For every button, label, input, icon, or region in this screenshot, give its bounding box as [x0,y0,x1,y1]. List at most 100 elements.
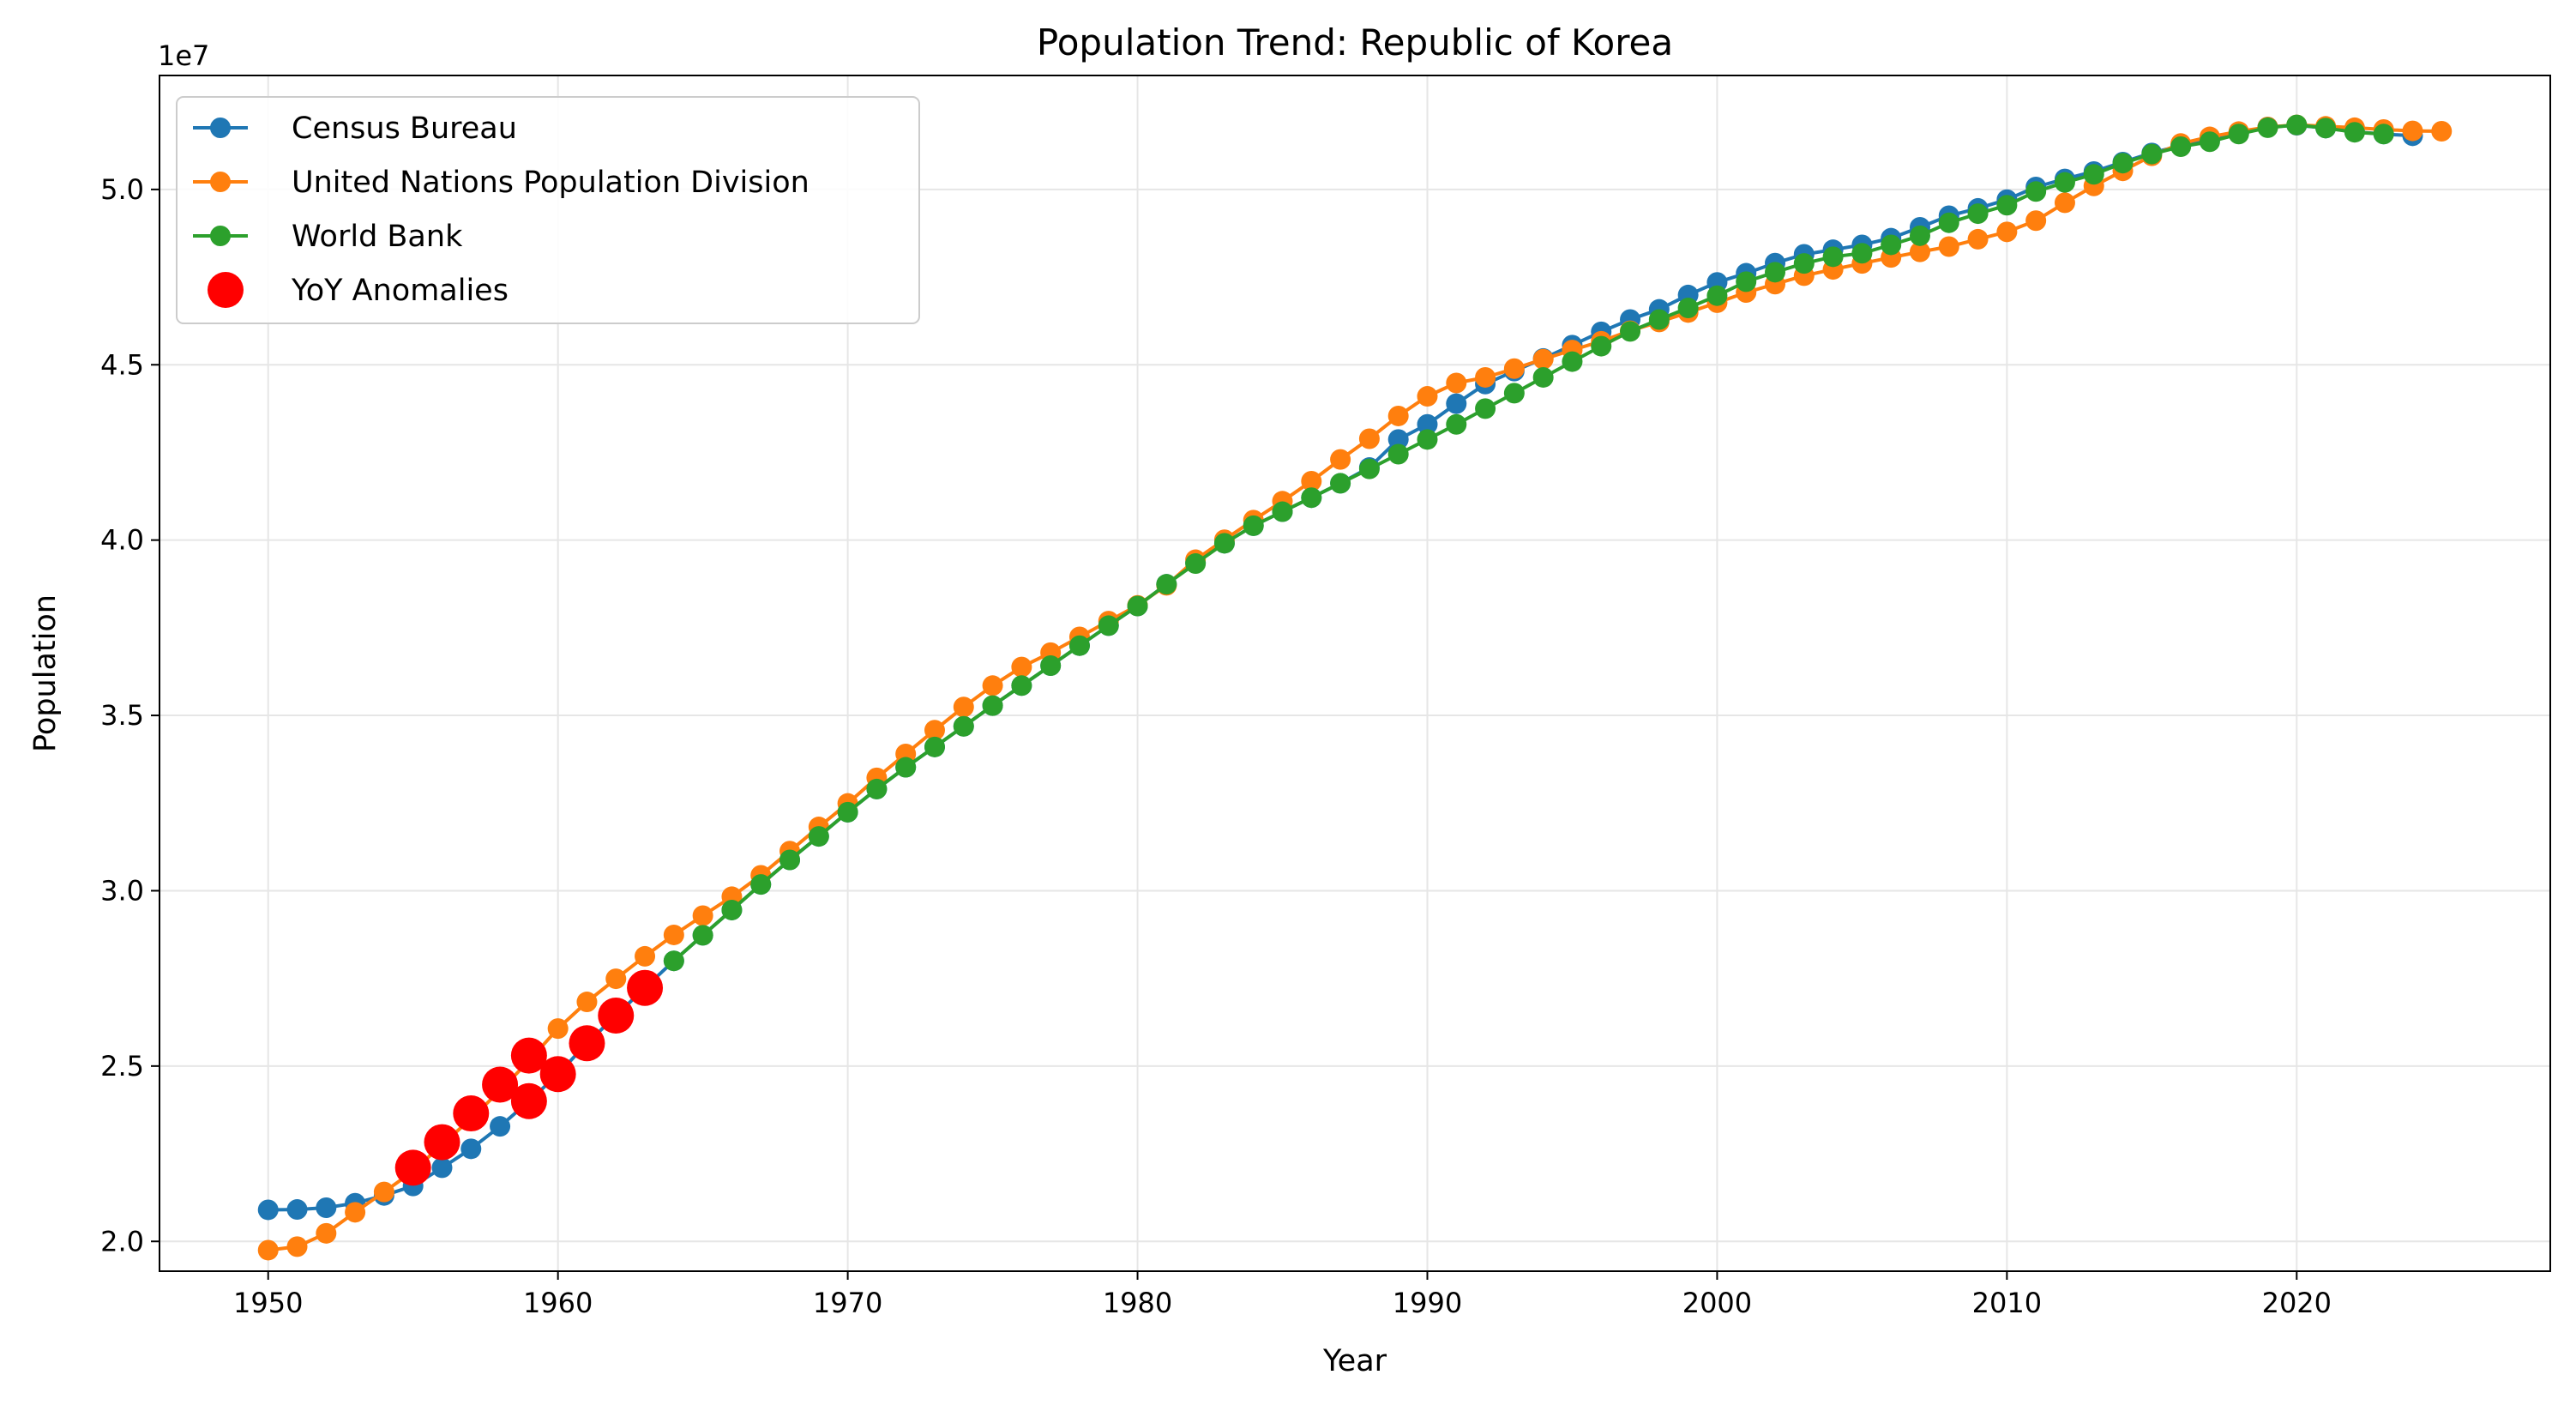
data-point-census-bureau [431,1157,453,1179]
data-point-world-bank [1677,298,1699,319]
data-point-world-bank [1822,246,1844,268]
data-point-world-bank [1011,675,1032,696]
data-point-united-nations-population-division [1503,358,1525,379]
data-point-world-bank [2257,117,2278,138]
x-tick-label: 1980 [1103,1287,1172,1319]
data-point-world-bank [779,849,801,871]
data-point-united-nations-population-division [1301,470,1322,491]
legend-box [176,96,920,324]
x-tick-label: 1990 [1393,1287,1462,1319]
data-point-united-nations-population-division [1358,428,1380,449]
data-point-world-bank [1417,429,1438,450]
y-tick-label: 3.0 [100,874,144,907]
data-point-world-bank [2054,172,2075,193]
data-point-world-bank [1706,285,1728,306]
anomaly-point [539,1056,576,1093]
x-tick-label: 1960 [523,1287,593,1319]
data-point-world-bank [2344,122,2365,143]
data-point-world-bank [663,950,684,972]
data-point-world-bank [1040,655,1062,677]
data-point-united-nations-population-division [924,720,945,741]
data-point-world-bank [924,736,945,757]
anomaly-point [482,1066,519,1103]
data-point-world-bank [1881,234,1902,256]
data-point-world-bank [1475,398,1496,419]
x-tick-label: 1950 [233,1287,303,1319]
series-world-bank [663,114,2394,972]
data-point-world-bank [1098,615,1119,636]
anomaly-point [394,1149,431,1186]
data-point-census-bureau [316,1197,337,1219]
data-point-world-bank [1446,413,1467,435]
x-axis-title: Year [1322,1344,1387,1378]
data-point-united-nations-population-division [1330,449,1351,470]
legend-item-united-nations: United Nations Population Division [193,166,810,200]
data-point-world-bank [2286,114,2308,136]
data-point-world-bank [1272,501,1293,522]
x-tick-label: 1970 [813,1287,882,1319]
data-point-united-nations-population-division [1967,228,1989,250]
series-line-united-nations-population-division [268,123,2442,1252]
data-point-united-nations-population-division [1532,348,1554,370]
anomaly-point [598,997,635,1034]
data-point-world-bank [1532,366,1554,388]
data-point-world-bank [2228,124,2249,145]
data-point-census-bureau [490,1116,511,1137]
legend-marker-world-bank [210,226,231,246]
legend-marker-united-nations [210,172,231,192]
y-tick-label: 2.5 [100,1050,144,1082]
data-point-world-bank [1793,253,1815,274]
legend-label-census-bureau: Census Bureau [292,112,517,146]
data-point-world-bank [1591,335,1612,357]
data-point-world-bank [1851,243,1873,264]
data-point-world-bank [2141,143,2163,165]
data-point-world-bank [866,778,888,799]
data-point-united-nations-population-division [2402,120,2423,142]
data-point-united-nations-population-division [373,1181,394,1203]
anomaly-point [510,1037,547,1074]
data-point-census-bureau [1387,429,1409,450]
data-point-world-bank [1301,487,1322,509]
legend-item-yoy-anomalies: YoY Anomalies [208,272,509,308]
legend-label-yoy-anomalies: YoY Anomalies [291,274,509,308]
data-point-world-bank [1127,595,1148,617]
x-tick-label: 2000 [1682,1287,1752,1319]
x-tick-label: 2020 [2262,1287,2332,1319]
data-point-united-nations-population-division [1417,386,1438,407]
data-point-united-nations-population-division [635,945,656,967]
data-point-world-bank [1996,195,2018,216]
data-point-world-bank [2373,124,2394,145]
data-point-united-nations-population-division [1446,372,1467,394]
anomaly-point [453,1095,490,1132]
data-point-world-bank [1156,574,1177,595]
data-point-world-bank [750,874,772,895]
data-point-world-bank [2315,118,2337,139]
data-point-world-bank [2199,131,2220,153]
data-point-census-bureau [1417,413,1438,435]
data-point-world-bank [1765,262,1786,283]
y-offset-label: 1e7 [158,39,209,72]
data-point-world-bank [1938,212,1959,233]
data-point-united-nations-population-division [1387,405,1409,426]
data-point-united-nations-population-division [547,1018,569,1040]
data-point-world-bank [1909,225,1930,246]
chart-title: Population Trend: Republic of Korea [1037,21,1673,63]
data-point-world-bank [2170,136,2192,157]
data-point-world-bank [1620,321,1641,342]
data-point-united-nations-population-division [345,1202,366,1223]
data-point-united-nations-population-division [257,1239,279,1261]
plot-frame [159,75,2551,1272]
data-point-united-nations-population-division [286,1236,308,1257]
anomaly-point [510,1082,547,1119]
data-point-world-bank [1185,553,1207,575]
y-tick-label: 4.0 [100,524,144,557]
data-point-united-nations-population-division [1475,366,1496,388]
legend-item-census-bureau: Census Bureau [193,112,517,146]
data-point-united-nations-population-division [1011,656,1032,678]
data-point-census-bureau [286,1199,308,1221]
data-point-world-bank [1243,515,1264,536]
legend-marker-yoy-anomalies [208,272,244,308]
data-point-united-nations-population-division [2025,210,2047,232]
legend-label-united-nations: United Nations Population Division [292,166,810,200]
y-axis-ticks: 2.0 2.5 3.0 3.5 4.0 4.5 5.0 [100,173,159,1257]
